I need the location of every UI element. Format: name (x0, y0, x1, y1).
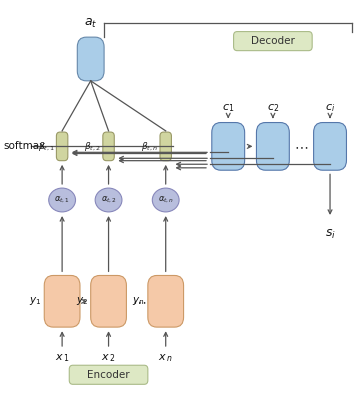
Text: $\beta_{t,2}$: $\beta_{t,2}$ (84, 140, 101, 153)
Text: $c_1$: $c_1$ (222, 102, 234, 114)
Text: $x_{\,2}$: $x_{\,2}$ (102, 352, 116, 364)
Text: $\cdots$: $\cdots$ (294, 139, 309, 153)
FancyBboxPatch shape (77, 37, 104, 81)
Text: $s_i$: $s_i$ (325, 228, 336, 241)
Text: $c_i$: $c_i$ (325, 102, 335, 114)
Ellipse shape (152, 188, 179, 212)
Ellipse shape (95, 188, 122, 212)
Ellipse shape (49, 188, 76, 212)
FancyBboxPatch shape (91, 276, 126, 327)
FancyBboxPatch shape (44, 276, 80, 327)
FancyBboxPatch shape (148, 276, 184, 327)
Text: softmax: softmax (3, 141, 45, 151)
Text: $\alpha_{t,2}$: $\alpha_{t,2}$ (100, 195, 117, 205)
FancyBboxPatch shape (212, 122, 245, 170)
Text: $\cdots$: $\cdots$ (132, 294, 146, 308)
FancyBboxPatch shape (103, 132, 114, 161)
FancyBboxPatch shape (256, 122, 289, 170)
Text: $y_2$: $y_2$ (76, 295, 88, 307)
Text: $\alpha_{t,1}$: $\alpha_{t,1}$ (54, 195, 70, 205)
Text: $c_2$: $c_2$ (267, 102, 279, 114)
FancyBboxPatch shape (160, 132, 171, 161)
Text: $x_{\,n}$: $x_{\,n}$ (158, 352, 173, 364)
Text: $\beta_{t,n}$: $\beta_{t,n}$ (141, 140, 158, 153)
Text: Encoder: Encoder (87, 370, 130, 380)
Text: $\alpha_{t,n}$: $\alpha_{t,n}$ (158, 195, 174, 205)
Text: $\beta_{t,1}$: $\beta_{t,1}$ (38, 140, 55, 153)
Text: Decoder: Decoder (251, 36, 295, 46)
FancyBboxPatch shape (234, 32, 312, 51)
Text: $y_n$: $y_n$ (132, 295, 145, 307)
FancyBboxPatch shape (57, 132, 68, 161)
Text: $y_1$: $y_1$ (29, 295, 41, 307)
FancyBboxPatch shape (314, 122, 346, 170)
FancyBboxPatch shape (69, 365, 148, 384)
Text: $a_t$: $a_t$ (84, 17, 97, 30)
Text: $x_{\,1}$: $x_{\,1}$ (55, 352, 69, 364)
